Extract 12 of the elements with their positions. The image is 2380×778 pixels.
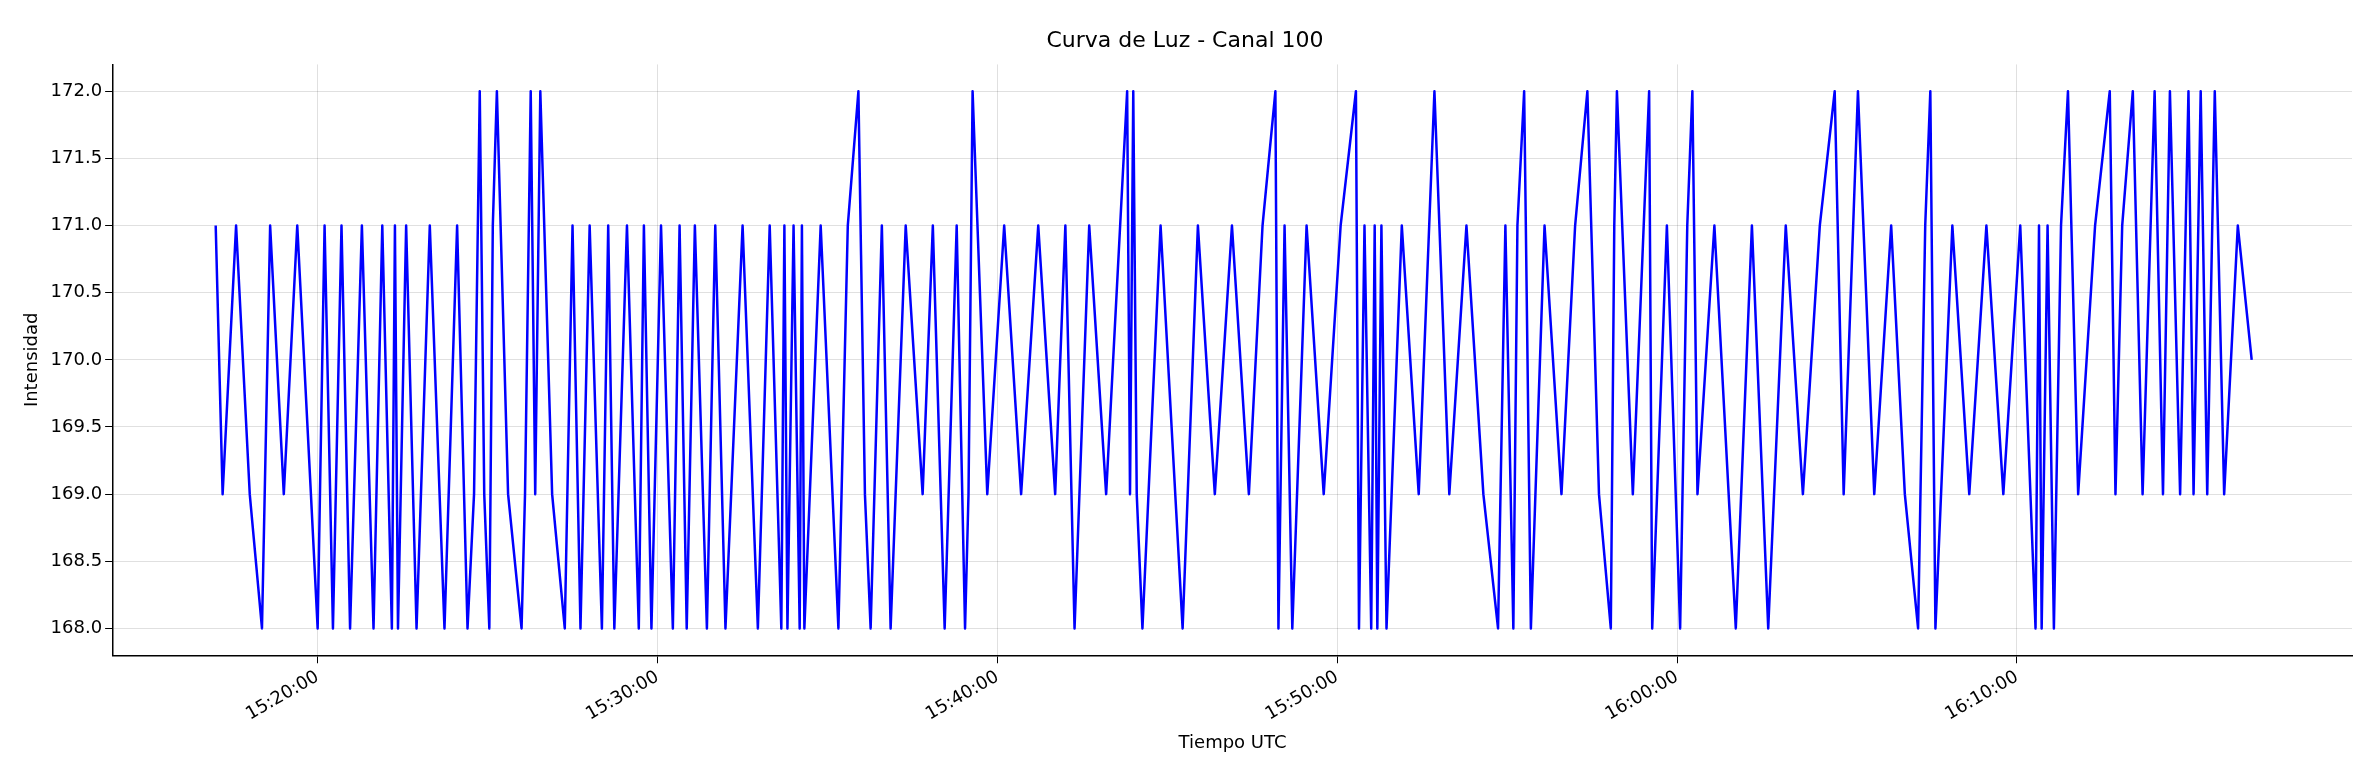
- y-tick-label: 170.0: [50, 347, 103, 369]
- y-axis-title: Intensidad: [20, 312, 42, 408]
- y-tick-label: 170.5: [50, 280, 103, 302]
- y-tick-label: 168.0: [50, 616, 103, 638]
- y-tick-label: 171.0: [50, 213, 103, 235]
- y-tick-label: 171.5: [50, 146, 103, 168]
- y-tick-label: 172.0: [50, 78, 103, 100]
- chart-title: Curva de Luz - Canal 100: [1046, 26, 1324, 52]
- y-tick-label: 168.5: [50, 548, 103, 570]
- y-tick-label: 169.5: [50, 414, 103, 436]
- x-axis-title: Tiempo UTC: [1177, 730, 1287, 752]
- y-tick-label: 169.0: [50, 481, 103, 503]
